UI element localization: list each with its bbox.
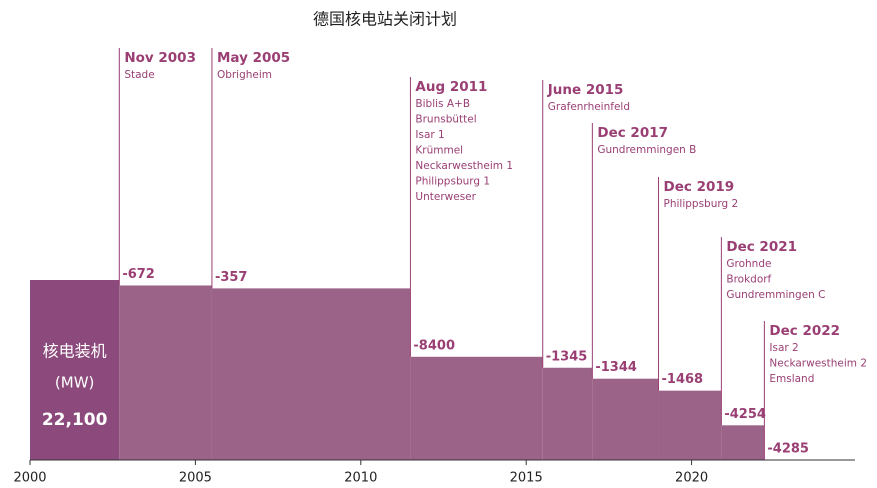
start-unit: (MW) [55,374,94,392]
plant-name: Gundremmingen B [597,144,696,156]
value-label: -1344 [595,360,637,375]
x-tick-label: 2020 [675,471,708,486]
event-date: Dec 2017 [597,125,668,141]
step-bar [119,285,212,460]
start-value: 22,100 [42,410,108,430]
event-date: Dec 2019 [664,179,735,195]
step-bar [211,288,411,460]
event-date: Aug 2011 [415,79,487,95]
value-label: -4285 [767,442,809,457]
plant-name: Isar 2 [769,342,798,354]
plant-name: Unterweser [415,191,476,203]
plant-name: Isar 1 [415,129,444,141]
step-bar [658,390,722,460]
value-label: -357 [215,270,248,285]
x-tick-label: 2000 [13,471,46,486]
value-label: -1345 [546,349,588,364]
plant-name: Stade [124,69,154,81]
x-tick-label: 2015 [510,471,543,486]
event-date: Dec 2021 [726,239,797,255]
chart-title: 德国核电站关闭计划 [313,10,457,29]
event-date: May 2005 [217,50,290,66]
plant-name: Obrigheim [217,69,272,81]
plant-name: Grafenrheinfeld [548,101,630,113]
event-date: Dec 2022 [769,323,840,339]
plant-name: Philippsburg 1 [415,176,490,188]
start-bar [30,280,120,460]
step-bar [592,378,659,460]
value-label: -4254 [724,407,766,422]
event-date: Nov 2003 [124,50,196,66]
step-bar [542,367,593,460]
plant-name: Biblis A+B [415,98,470,110]
plant-name: Gundremmingen C [726,289,825,301]
plant-name: Neckarwestheim 2 [769,358,867,370]
plant-name: Neckarwestheim 1 [415,160,513,172]
value-label: -672 [122,267,155,282]
plant-name: Brunsbüttel [415,114,476,126]
x-tick-label: 2010 [344,471,377,486]
start-label: 核电装机 [43,342,107,361]
plant-name: Krümmel [415,145,463,157]
event-date: June 2015 [547,82,624,98]
plant-name: Philippsburg 2 [664,198,739,210]
x-tick-label: 2005 [179,471,212,486]
step-bar [721,425,765,460]
value-label: -8400 [413,338,455,353]
step-bar [410,356,543,460]
plant-name: Brokdorf [726,274,771,286]
plant-name: Grohnde [726,258,771,270]
value-label: -1468 [662,372,704,387]
plant-name: Emsland [769,373,814,385]
